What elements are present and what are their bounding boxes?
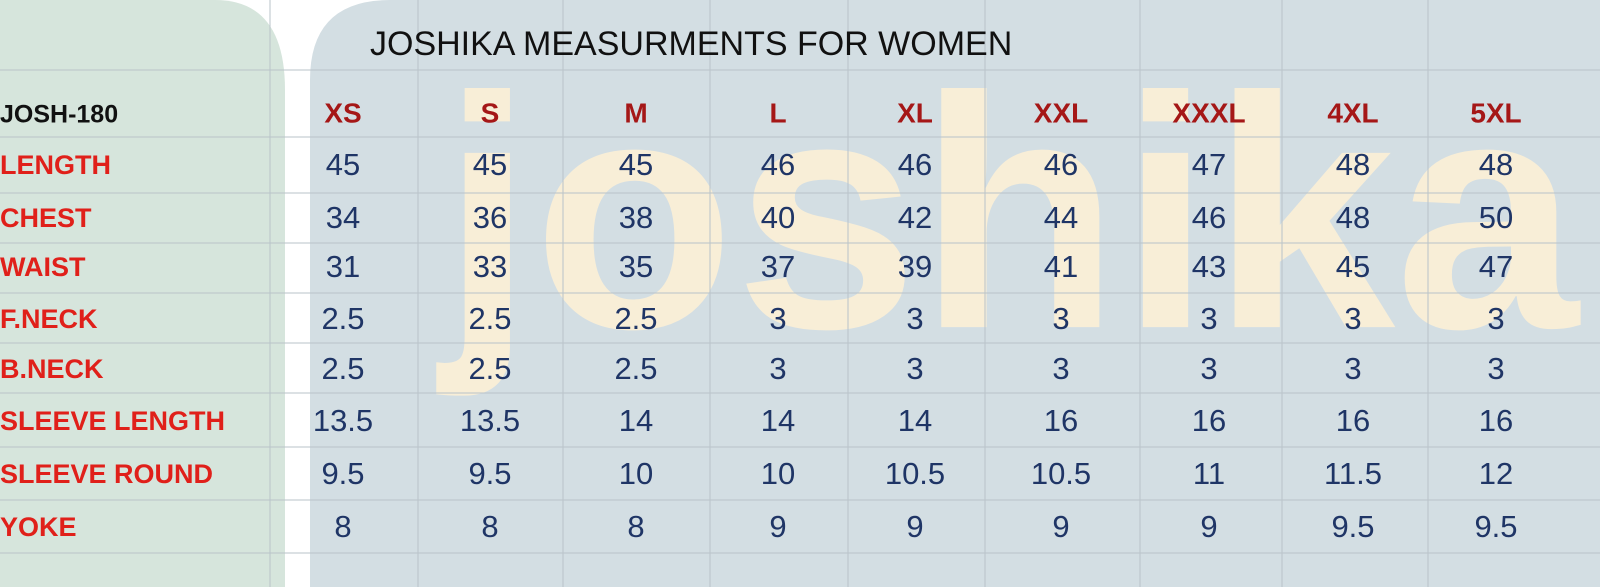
cell-value: 46 (1192, 200, 1226, 235)
cell-value: 35 (619, 249, 653, 284)
row-label: B.NECK (0, 354, 104, 384)
cell-value: 2.5 (321, 351, 364, 386)
size-header: L (769, 97, 786, 128)
row-label: WAIST (0, 252, 86, 282)
cell-value: 47 (1479, 249, 1513, 284)
cell-value: 14 (898, 403, 932, 438)
cell-value: 9 (1200, 509, 1217, 544)
cell-value: 42 (898, 200, 932, 235)
cell-value: 13.5 (460, 403, 520, 438)
cell-value: 9.5 (321, 456, 364, 491)
cell-value: 14 (619, 403, 653, 438)
cell-value: 16 (1044, 403, 1078, 438)
cell-value: 10.5 (1031, 456, 1091, 491)
size-header: XL (897, 97, 933, 128)
cell-value: 8 (481, 509, 498, 544)
cell-value: 50 (1479, 200, 1513, 235)
cell-value: 3 (769, 351, 786, 386)
cell-value: 3 (1487, 351, 1504, 386)
cell-value: 45 (473, 147, 507, 182)
cell-value: 13.5 (313, 403, 373, 438)
header-code: JOSH-180 (0, 101, 118, 129)
cell-value: 45 (619, 147, 653, 182)
cell-value: 46 (1044, 147, 1078, 182)
size-header: 5XL (1470, 97, 1521, 128)
cell-value: 9.5 (468, 456, 511, 491)
cell-value: 47 (1192, 147, 1226, 182)
cell-value: 11.5 (1324, 456, 1382, 491)
cell-value: 9.5 (1331, 509, 1374, 544)
cell-value: 2.5 (321, 301, 364, 336)
cell-value: 16 (1479, 403, 1513, 438)
cell-value: 46 (898, 147, 932, 182)
cell-value: 3 (906, 301, 923, 336)
cell-value: 9.5 (1474, 509, 1517, 544)
row-label: YOKE (0, 512, 77, 542)
watermark: joshika (436, 28, 1580, 399)
cell-value: 3 (1052, 301, 1069, 336)
cell-value: 2.5 (614, 301, 657, 336)
cell-value: 36 (473, 200, 507, 235)
size-header: S (481, 97, 500, 128)
table: JOSH-180 XS S M L XL XXL XXXL 4XL 5XL LENGTH 45 45 45… (0, 97, 1522, 544)
size-header: 4XL (1327, 97, 1378, 128)
cell-value: 34 (326, 200, 360, 235)
cell-value: 10.5 (885, 456, 945, 491)
cell-value: 3 (906, 351, 923, 386)
row-label: SLEEVE LENGTH (0, 406, 225, 436)
cell-value: 10 (619, 456, 653, 491)
cell-value: 9 (906, 509, 923, 544)
cell-value: 48 (1336, 147, 1370, 182)
cell-value: 12 (1479, 456, 1513, 491)
row-label: CHEST (0, 203, 92, 233)
cell-value: 14 (761, 403, 795, 438)
cell-value: 46 (761, 147, 795, 182)
cell-value: 3 (1344, 301, 1361, 336)
cell-value: 33 (473, 249, 507, 284)
cell-value: 3 (1052, 351, 1069, 386)
cell-value: 2.5 (614, 351, 657, 386)
cell-value: 37 (761, 249, 795, 284)
cell-value: 3 (769, 301, 786, 336)
cell-value: 3 (1200, 351, 1217, 386)
cell-value: 39 (898, 249, 932, 284)
row-label: LENGTH (0, 150, 111, 180)
cell-value: 48 (1479, 147, 1513, 182)
cell-value: 31 (326, 249, 360, 284)
cell-value: 16 (1192, 403, 1226, 438)
title: JOSHIKA MEASURMENTS FOR WOMEN (370, 25, 1012, 63)
cell-value: 44 (1044, 200, 1078, 235)
cell-value: 40 (761, 200, 795, 235)
cell-value: 3 (1200, 301, 1217, 336)
cell-value: 43 (1192, 249, 1226, 284)
cell-value: 10 (761, 456, 795, 491)
cell-value: 8 (334, 509, 351, 544)
cell-value: 38 (619, 200, 653, 235)
cell-value: 8 (627, 509, 644, 544)
cell-value: 9 (769, 509, 786, 544)
cell-value: 16 (1336, 403, 1370, 438)
cell-value: 2.5 (468, 351, 511, 386)
cell-value: 3 (1344, 351, 1361, 386)
cell-value: 3 (1487, 301, 1504, 336)
size-header: XS (324, 97, 361, 128)
cell-value: 45 (1336, 249, 1370, 284)
size-header: XXL (1034, 97, 1088, 128)
cell-value: 41 (1044, 249, 1078, 284)
cell-value: 2.5 (468, 301, 511, 336)
cell-value: 11 (1193, 456, 1225, 491)
size-header: M (624, 97, 647, 128)
cell-value: 48 (1336, 200, 1370, 235)
row-label: SLEEVE ROUND (0, 459, 213, 489)
cell-value: 45 (326, 147, 360, 182)
size-header: XXXL (1172, 97, 1245, 128)
row-label: F.NECK (0, 304, 98, 334)
cell-value: 9 (1052, 509, 1069, 544)
